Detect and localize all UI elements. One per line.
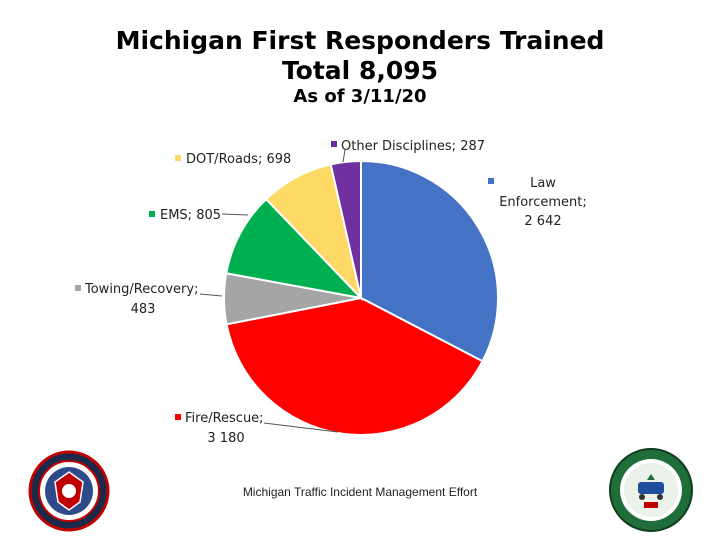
data-label-dot-roads: DOT/Roads; 698: [186, 152, 291, 167]
pie-slice-ems: [225, 197, 364, 300]
data-label-fire-rescue-name: Fire/Rescue;: [185, 411, 264, 426]
pie-slice-fire-rescue: [225, 296, 484, 436]
pie-slice-law-enforcement: [360, 159, 499, 363]
data-label-other-disciplines: Other Disciplines; 287: [341, 139, 485, 154]
label-marker-ems: [149, 211, 155, 217]
data-label-law-enforcement-value: 2 642: [524, 214, 561, 229]
label-marker-fire-rescue: [175, 414, 181, 420]
data-label-law-enforcement-name-2: Enforcement;: [499, 195, 587, 210]
chart-title-line-2: Total 8,095: [281, 56, 439, 85]
label-marker-towing-recovery: [75, 285, 81, 291]
data-label-towing-recovery-value: 483: [131, 302, 156, 317]
chart-subtitle-date: As of 3/11/20: [293, 86, 427, 107]
label-marker-law-enforcement: [488, 178, 494, 184]
data-label-towing-recovery-name: Towing/Recovery;: [84, 282, 198, 297]
data-label-ems: EMS; 805: [160, 208, 221, 223]
tim-seal-logo-left: [28, 450, 110, 532]
leader-line-fire-rescue: [263, 422, 339, 433]
label-marker-other-disciplines: [331, 141, 337, 147]
responders-seal-logo-right: [609, 448, 693, 532]
data-label-law-enforcement-name-1: Law: [530, 176, 556, 191]
chart-title-line-1: Michigan First Responders Trained: [115, 26, 605, 55]
footer-text: Michigan Traffic Incident Management Eff…: [242, 485, 478, 499]
pie-slice-other-disciplines: [329, 159, 362, 299]
leader-line-other-disciplines: [342, 149, 346, 163]
data-label-fire-rescue-value: 3 180: [207, 431, 244, 446]
label-marker-dot-roads: [175, 155, 181, 161]
leader-line-towing-recovery: [199, 293, 223, 297]
leader-line-ems: [221, 213, 249, 216]
